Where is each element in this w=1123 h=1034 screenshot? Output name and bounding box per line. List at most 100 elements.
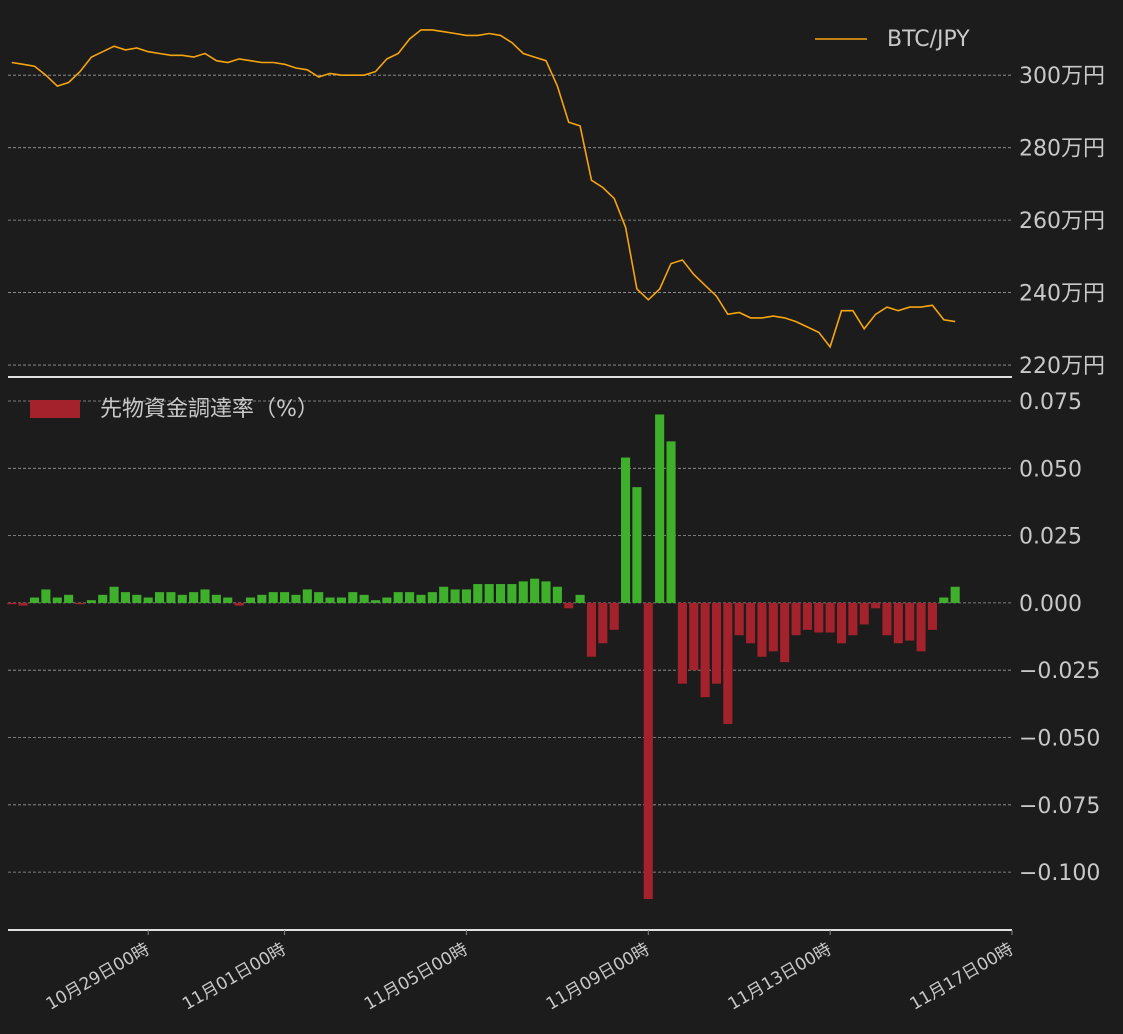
- y-tick-label: 0.025: [1019, 525, 1082, 550]
- funding-bar: [257, 594, 267, 603]
- funding-bar: [314, 592, 324, 603]
- funding-bar: [780, 602, 790, 663]
- funding-bar: [189, 592, 199, 603]
- y-tick-label: 240万円: [1019, 282, 1105, 307]
- funding-bar: [643, 602, 653, 900]
- funding-bar: [586, 602, 597, 657]
- y-tick-label: 0.050: [1019, 457, 1082, 482]
- funding-bar: [29, 597, 40, 603]
- funding-bar: [768, 602, 778, 652]
- funding-bar: [416, 594, 426, 603]
- y-tick-label: −0.075: [1019, 794, 1100, 819]
- funding-bar: [564, 602, 574, 609]
- funding-bar: [836, 602, 847, 644]
- funding-bar: [575, 594, 585, 603]
- funding-bar: [211, 594, 221, 603]
- funding-bar: [450, 589, 460, 603]
- funding-bar: [291, 594, 301, 603]
- funding-bar: [461, 589, 471, 603]
- funding-bar: [882, 602, 892, 636]
- y-tick-label: 0.000: [1019, 592, 1082, 617]
- funding-bar: [905, 602, 915, 641]
- funding-bar: [552, 586, 562, 603]
- legend-label: 先物資金調達率（%）: [100, 397, 319, 422]
- y-tick-label: 300万円: [1019, 64, 1105, 89]
- funding-bar: [393, 592, 403, 603]
- funding-bar: [234, 602, 244, 606]
- funding-bar: [302, 589, 312, 603]
- price-line: [11, 29, 956, 349]
- funding-bar: [507, 584, 517, 603]
- funding-bar: [916, 602, 926, 652]
- funding-bar: [405, 592, 415, 603]
- funding-bar: [18, 602, 28, 606]
- funding-bar: [439, 586, 449, 603]
- funding-bar: [75, 602, 85, 605]
- funding-bar: [495, 584, 506, 603]
- funding-bar: [859, 602, 869, 625]
- funding-bar: [223, 597, 233, 603]
- y-tick-label: 0.075: [1019, 390, 1082, 415]
- funding-bar: [120, 592, 130, 603]
- funding-bar: [711, 602, 722, 684]
- funding-bar: [530, 578, 540, 603]
- funding-bar: [359, 594, 369, 603]
- funding-bar: [348, 592, 358, 603]
- funding-bar: [336, 597, 346, 603]
- funding-bar: [746, 602, 756, 644]
- funding-bar: [950, 586, 960, 603]
- funding-bar: [893, 602, 903, 644]
- funding-bar: [666, 441, 676, 603]
- y-tick-label: −0.100: [1019, 861, 1100, 886]
- funding-bar: [382, 597, 392, 603]
- funding-bar: [370, 600, 381, 603]
- funding-bar: [723, 602, 733, 725]
- funding-bar: [871, 602, 881, 609]
- funding-bar: [41, 589, 51, 603]
- funding-bar: [109, 586, 119, 603]
- y-tick-label: 280万円: [1019, 137, 1105, 162]
- funding-bar: [939, 597, 949, 603]
- legend-label: BTC/JPY: [887, 27, 970, 52]
- funding-bar: [473, 584, 483, 603]
- funding-bar: [427, 592, 437, 603]
- y-tick-label: 260万円: [1019, 209, 1105, 234]
- funding-bar: [484, 584, 494, 603]
- y-tick-label: −0.050: [1019, 727, 1100, 752]
- funding-bar: [280, 592, 290, 603]
- funding-bar: [689, 602, 699, 671]
- funding-bar: [200, 589, 210, 603]
- funding-bar: [621, 457, 631, 603]
- funding-bar: [757, 602, 767, 657]
- funding-bar: [598, 602, 608, 644]
- funding-bar: [98, 594, 108, 603]
- funding-bar: [245, 597, 256, 603]
- funding-bar: [848, 602, 858, 636]
- funding-bar: [677, 602, 687, 684]
- funding-bar: [609, 602, 619, 630]
- funding-bar: [700, 602, 710, 698]
- funding-bar: [325, 597, 335, 603]
- funding-bar: [143, 597, 153, 603]
- legend-swatch: [30, 400, 80, 418]
- funding-bar: [86, 600, 96, 603]
- funding-bar: [632, 487, 642, 603]
- funding-bar: [7, 602, 17, 605]
- funding-bar: [541, 581, 551, 603]
- funding-bar: [52, 597, 62, 603]
- funding-bar: [927, 602, 937, 630]
- y-tick-label: 220万円: [1019, 354, 1105, 379]
- funding-bar: [166, 592, 176, 603]
- funding-bar: [791, 602, 801, 636]
- funding-bar: [268, 592, 278, 603]
- funding-bar: [518, 581, 528, 603]
- funding-bar: [825, 602, 835, 633]
- funding-bar: [802, 602, 812, 630]
- y-tick-label: −0.025: [1019, 659, 1100, 684]
- funding-bar: [155, 592, 165, 603]
- funding-bar: [132, 594, 142, 603]
- funding-bar: [734, 602, 744, 636]
- funding-bar: [64, 594, 74, 603]
